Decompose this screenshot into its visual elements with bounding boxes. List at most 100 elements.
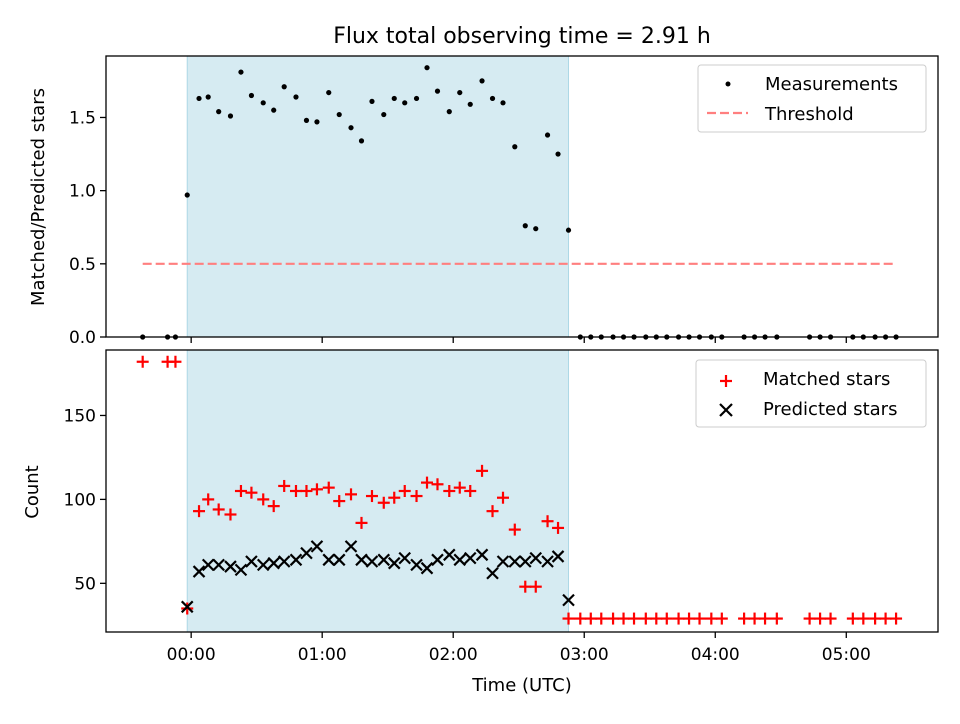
matched-star-point bbox=[224, 508, 237, 521]
predicted-star-point bbox=[322, 553, 336, 567]
top-ytick-label: 0.5 bbox=[69, 255, 96, 275]
bottom-xtick-label: 04:00 bbox=[691, 645, 740, 665]
predicted-star-point bbox=[529, 551, 543, 565]
matched-star-point bbox=[628, 612, 641, 625]
measurement-point bbox=[336, 111, 342, 118]
bottom-axes-frame bbox=[105, 349, 939, 633]
predicted-star-point bbox=[420, 561, 434, 575]
top-ytick-label: 1.5 bbox=[69, 108, 96, 128]
matched-star-point bbox=[529, 580, 542, 593]
predicted-star-point bbox=[551, 550, 565, 563]
predicted-star-point bbox=[277, 555, 291, 568]
top-y-ticks: 0.0 0.5 1.0 1.5 bbox=[69, 108, 106, 348]
predicted-star-point bbox=[267, 556, 280, 570]
top-ytick-label: 1.0 bbox=[69, 182, 96, 202]
measurement-point bbox=[565, 227, 572, 233]
matched-star-point bbox=[193, 505, 206, 518]
matched-star-point bbox=[508, 523, 521, 536]
top-highlight-span bbox=[186, 55, 570, 338]
top-legend-box bbox=[697, 64, 927, 133]
measurement-point bbox=[260, 100, 266, 106]
matched-star-point bbox=[212, 503, 225, 516]
predicted-star-point bbox=[541, 555, 554, 568]
matched-star-point bbox=[869, 612, 882, 625]
predicted-star-point bbox=[410, 558, 423, 572]
bottom-xtick-label: 01:00 bbox=[298, 645, 347, 665]
matched-star-point bbox=[705, 612, 718, 625]
matched-star-point bbox=[879, 612, 892, 625]
measurement-point bbox=[434, 88, 441, 94]
matched-star-point bbox=[770, 612, 783, 625]
predicted-star-point bbox=[289, 553, 303, 567]
matched-star-point bbox=[410, 490, 423, 503]
measurement-point bbox=[369, 98, 375, 104]
matched-star-point bbox=[715, 612, 728, 625]
measurement-point bbox=[457, 89, 463, 96]
matched-star-point bbox=[431, 478, 444, 491]
predicted-star-point bbox=[475, 548, 489, 562]
legend-measurements-marker bbox=[725, 81, 731, 87]
predicted-star-point bbox=[332, 553, 346, 567]
matched-star-point bbox=[824, 612, 837, 625]
matched-star-point bbox=[683, 612, 696, 625]
measurement-point bbox=[326, 89, 332, 96]
bottom-xtick-label: 00:00 bbox=[167, 645, 216, 665]
matched-star-point bbox=[738, 612, 751, 625]
bottom-xtick-label: 03:00 bbox=[560, 645, 609, 665]
top-ytick-label: 0.0 bbox=[69, 328, 96, 348]
predicted-star-point bbox=[180, 600, 194, 614]
measurement-point bbox=[555, 151, 561, 157]
matched-star-point bbox=[345, 488, 358, 501]
matched-star-point bbox=[245, 486, 258, 499]
matched-star-point bbox=[136, 355, 149, 368]
measurement-point bbox=[314, 119, 320, 125]
matched-star-point bbox=[519, 580, 532, 593]
predicted-star-point bbox=[300, 546, 313, 560]
predicted-star-point bbox=[192, 565, 206, 578]
predicted-star-point bbox=[486, 566, 499, 580]
matched-star-point bbox=[672, 612, 685, 625]
top-y-axis-label: Matched/Predicted stars bbox=[28, 88, 49, 306]
measurement-point bbox=[216, 109, 222, 115]
bottom-x-ticks: 00:00 01:00 02:00 03:00 04:00 05:00 bbox=[167, 632, 871, 665]
predicted-star-point bbox=[562, 593, 575, 607]
matched-star-point bbox=[846, 612, 859, 625]
measurement-point bbox=[413, 95, 420, 102]
legend-predicted-marker bbox=[719, 403, 733, 417]
measurement-point bbox=[402, 100, 408, 106]
measurement-point bbox=[533, 226, 539, 232]
measurement-point bbox=[205, 94, 211, 100]
matched-star-point bbox=[289, 485, 302, 497]
matched-star-point bbox=[748, 612, 761, 625]
matched-star-point bbox=[562, 612, 575, 625]
predicted-star-point bbox=[398, 551, 412, 565]
predicted-star-point bbox=[234, 563, 248, 577]
measurement-point bbox=[479, 78, 485, 84]
measurement-point bbox=[467, 101, 473, 107]
predicted-stars-points bbox=[180, 540, 575, 614]
measurement-point bbox=[522, 223, 528, 229]
predicted-star-point bbox=[344, 540, 358, 553]
predicted-star-point bbox=[212, 558, 225, 572]
measurement-point bbox=[196, 95, 202, 102]
top-legend: Measurements Threshold bbox=[697, 64, 927, 133]
matched-star-point bbox=[759, 612, 772, 625]
measurement-point bbox=[391, 95, 397, 102]
matched-star-point bbox=[584, 612, 597, 625]
measurement-point bbox=[184, 192, 190, 198]
matched-star-point bbox=[497, 491, 510, 504]
legend-predicted-label: Predicted stars bbox=[763, 399, 897, 420]
measurement-point bbox=[238, 69, 244, 75]
bottom-ytick-label: 50 bbox=[74, 574, 96, 594]
measurement-point bbox=[348, 125, 354, 131]
predicted-star-point bbox=[431, 553, 444, 567]
matched-star-point bbox=[541, 515, 554, 528]
measurement-point bbox=[281, 84, 287, 90]
matched-star-point bbox=[443, 485, 456, 497]
top-x-ticks bbox=[190, 337, 847, 343]
predicted-star-point bbox=[496, 555, 510, 568]
bottom-xtick-label: 05:00 bbox=[822, 645, 871, 665]
matched-star-point bbox=[595, 612, 608, 625]
